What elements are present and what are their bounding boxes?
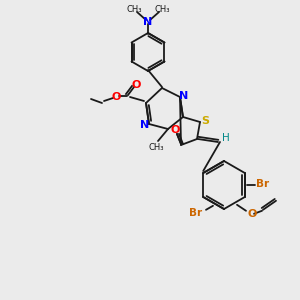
Text: O: O [111, 92, 121, 102]
Text: CH₃: CH₃ [154, 5, 170, 14]
Text: O: O [131, 80, 141, 90]
Text: S: S [201, 116, 209, 126]
Text: CH₃: CH₃ [126, 5, 142, 14]
Text: N: N [143, 17, 153, 27]
Text: N: N [179, 91, 189, 101]
Text: O: O [247, 209, 257, 219]
Text: CH₃: CH₃ [148, 142, 164, 152]
Text: H: H [222, 133, 230, 143]
Text: O: O [170, 125, 180, 135]
Text: N: N [140, 120, 150, 130]
Text: Br: Br [189, 208, 203, 218]
Text: Br: Br [256, 179, 270, 189]
